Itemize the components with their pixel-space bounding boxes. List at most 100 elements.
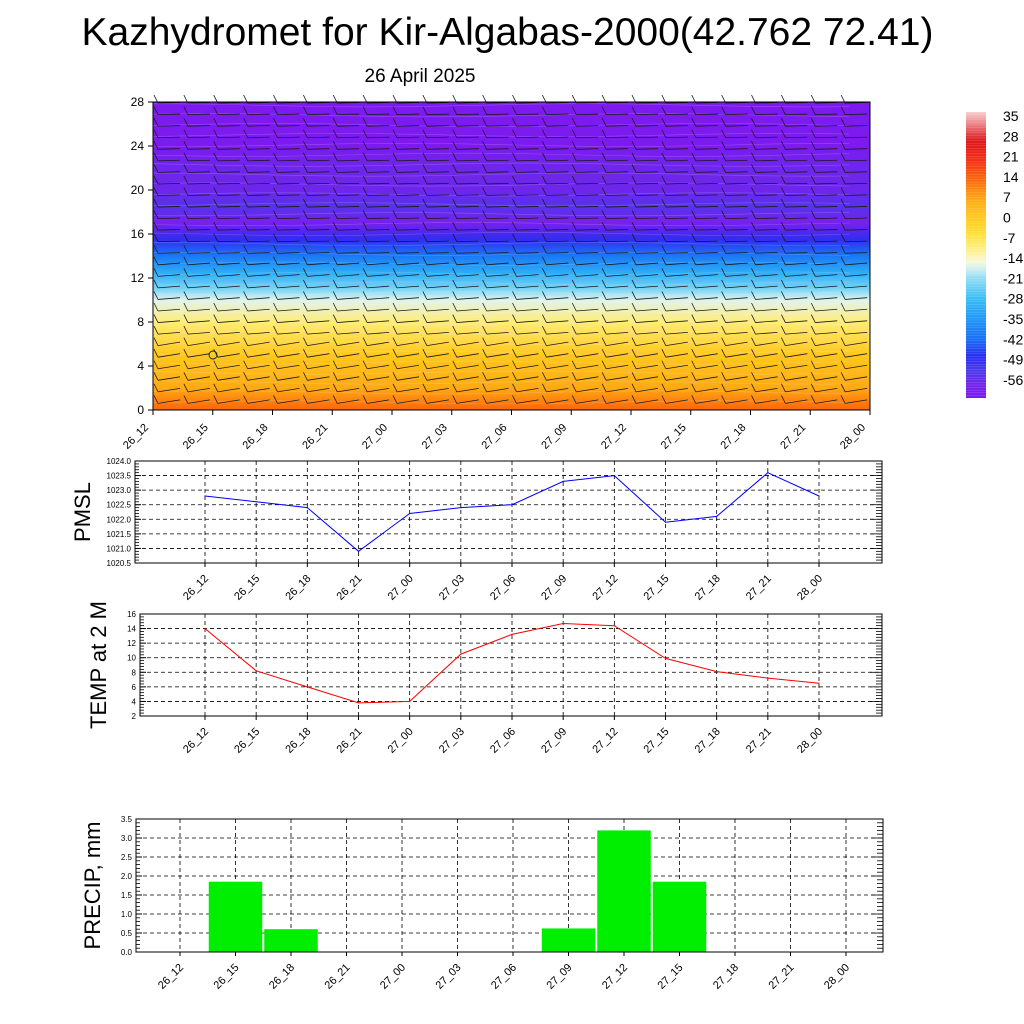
wind-barb-feather	[362, 233, 368, 242]
wind-barb-feather	[392, 256, 398, 265]
wind-barb	[606, 148, 629, 150]
wind-barb-feather	[751, 279, 756, 289]
wind-barb-feather	[362, 291, 368, 300]
x-tick-label: 27_00	[386, 573, 416, 603]
page-title: Kazhydromet for Kir-Algabas-2000(42.762 …	[81, 11, 934, 54]
wind-barb	[665, 364, 688, 370]
wind-barb	[785, 240, 808, 243]
wind-barb	[247, 331, 270, 335]
wind-barb	[456, 171, 479, 173]
wind-barb	[486, 320, 509, 323]
wind-barb-feather	[512, 175, 517, 185]
data-point	[818, 495, 820, 497]
wind-barb-feather	[362, 129, 368, 138]
wind-barb-feather	[781, 372, 786, 381]
wind-barb-feather	[422, 164, 428, 173]
colorbar-label: 14	[1003, 169, 1019, 185]
wind-barb-feather	[303, 106, 308, 115]
wind-barb	[426, 182, 449, 185]
y-tick-label: 1022.0	[107, 515, 132, 524]
contour-line	[152, 172, 850, 177]
wind-barb	[157, 159, 181, 162]
wind-barb-feather	[661, 175, 667, 185]
wind-barb-feather	[721, 129, 726, 138]
wind-barb-feather	[422, 245, 428, 254]
wind-barb-feather	[183, 118, 189, 127]
wind-barb	[785, 353, 808, 358]
wind-barb	[576, 399, 599, 404]
wind-barb-feather	[661, 256, 667, 265]
wind-barb-feather	[303, 383, 308, 393]
wind-barb	[187, 252, 210, 254]
wind-barb	[845, 182, 868, 185]
wind-barb	[785, 194, 808, 196]
wind-barb-feather	[751, 372, 756, 381]
wind-barb	[396, 125, 420, 127]
wind-barb-feather	[213, 372, 219, 381]
wind-barb-feather	[512, 349, 517, 358]
wind-barb	[815, 364, 838, 370]
wind-barb	[725, 148, 748, 150]
wind-barb	[337, 387, 360, 393]
wind-barb	[516, 297, 539, 300]
wind-barb-feather	[482, 233, 487, 242]
contour-line	[152, 123, 850, 127]
plot-area	[140, 614, 882, 716]
wind-barb-feather	[751, 349, 756, 358]
wind-barb	[725, 399, 748, 404]
wind-barb	[665, 274, 688, 277]
wind-barb-feather	[422, 198, 428, 208]
wind-barb-feather	[183, 210, 189, 219]
wind-barb-feather	[781, 279, 786, 289]
wind-barb-feather	[840, 360, 846, 369]
wind-barb	[486, 262, 509, 266]
x-tick-label: 26_18	[283, 726, 313, 756]
wind-barb-feather	[213, 106, 219, 115]
contour-line	[152, 400, 850, 405]
wind-barb-feather	[691, 129, 697, 138]
wind-barb-feather	[452, 106, 458, 115]
wind-barb-feather	[512, 106, 517, 115]
wind-barb-feather	[840, 164, 846, 173]
wind-barb-feather	[512, 164, 517, 173]
wind-barb-feather	[213, 360, 219, 369]
wind-barb	[337, 113, 360, 116]
wind-barb-feather	[482, 268, 487, 277]
wind-barb-feather	[571, 383, 577, 393]
wind-barb-feather	[840, 129, 846, 138]
wind-barb	[516, 341, 539, 347]
contour-line	[152, 261, 850, 266]
wind-barb	[815, 353, 838, 358]
wind-barb	[337, 240, 360, 243]
x-tick-label: 27_18	[693, 726, 723, 756]
precip-bar	[264, 929, 318, 952]
wind-barb	[606, 376, 629, 381]
wind-barb-feather	[392, 360, 398, 369]
wind-barb-feather	[810, 129, 816, 138]
wind-barb-feather	[542, 129, 547, 138]
wind-barb	[187, 240, 210, 243]
wind-barb-feather	[422, 210, 428, 219]
wind-barb-feather	[691, 245, 697, 254]
wind-barb	[576, 159, 599, 162]
wind-barb	[725, 274, 748, 277]
wind-barb-feather	[213, 198, 219, 208]
wind-barb-feather	[213, 187, 219, 196]
wind-barb-feather	[422, 268, 428, 277]
wind-barb	[785, 387, 808, 393]
data-point	[357, 550, 360, 552]
wind-barb-feather	[482, 245, 487, 254]
wind-barb	[187, 331, 210, 335]
wind-barb-feather	[751, 268, 756, 277]
wind-barb	[307, 113, 330, 116]
wind-barb	[456, 331, 479, 335]
wind-barb	[486, 387, 509, 393]
wind-barb-feather	[452, 164, 458, 173]
wind-barb-feather	[213, 383, 219, 393]
wind-barb	[725, 387, 748, 393]
wind-barb-feather	[601, 314, 607, 323]
wind-barb	[546, 136, 569, 139]
data-point	[664, 521, 667, 523]
wind-barb-feather	[183, 152, 189, 162]
wind-barb-feather	[332, 245, 338, 254]
